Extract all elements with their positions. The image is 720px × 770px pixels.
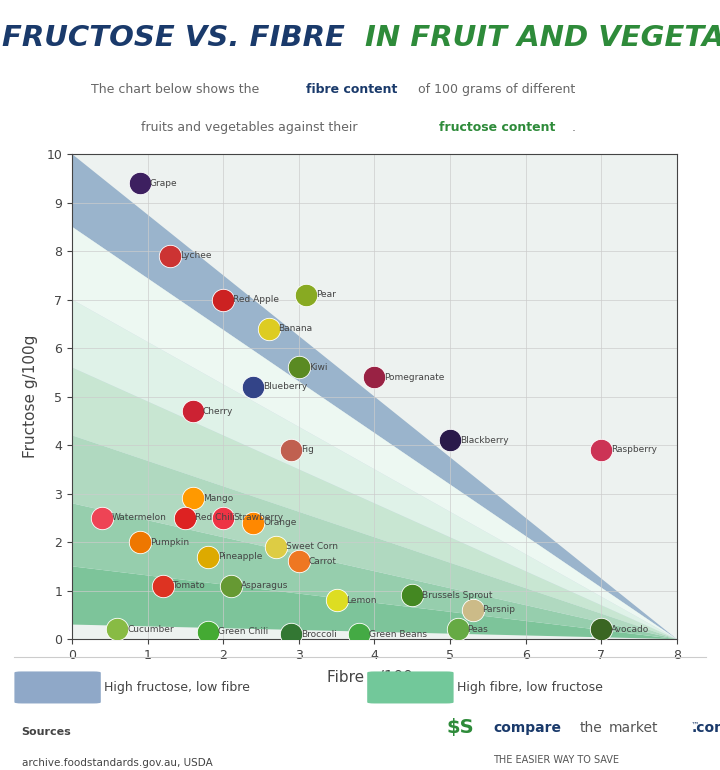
- Text: Kiwi: Kiwi: [309, 363, 327, 372]
- Polygon shape: [72, 372, 677, 639]
- Text: Asparagus: Asparagus: [240, 581, 288, 591]
- Point: [595, 444, 607, 456]
- Text: Tomato: Tomato: [173, 581, 205, 591]
- Polygon shape: [72, 567, 677, 639]
- Text: fibre content: fibre content: [306, 82, 397, 95]
- Text: Lychee: Lychee: [180, 251, 212, 260]
- Text: ™: ™: [691, 721, 700, 730]
- Point: [96, 511, 108, 524]
- Text: market: market: [608, 721, 658, 735]
- Point: [293, 555, 305, 567]
- Text: Carrot: Carrot: [309, 557, 337, 566]
- Point: [285, 628, 297, 641]
- Text: fructose content: fructose content: [438, 122, 555, 134]
- Point: [406, 589, 418, 601]
- Polygon shape: [72, 517, 677, 639]
- Text: THE EASIER WAY TO SAVE: THE EASIER WAY TO SAVE: [493, 755, 619, 765]
- Polygon shape: [72, 504, 677, 639]
- Text: Raspberry: Raspberry: [611, 445, 657, 454]
- Point: [179, 511, 191, 524]
- Text: Orange: Orange: [264, 518, 297, 527]
- FancyBboxPatch shape: [367, 671, 454, 704]
- Point: [369, 371, 380, 383]
- Text: Watermelon: Watermelon: [112, 514, 167, 522]
- Text: .com.au: .com.au: [691, 721, 720, 735]
- FancyBboxPatch shape: [14, 671, 101, 704]
- Text: Mango: Mango: [203, 494, 233, 503]
- Text: Pear: Pear: [316, 290, 336, 300]
- Point: [225, 580, 236, 592]
- Polygon shape: [72, 367, 677, 639]
- Point: [112, 623, 123, 635]
- Point: [134, 536, 145, 548]
- Text: Banana: Banana: [279, 324, 312, 333]
- Text: fruits and vegetables against their: fruits and vegetables against their: [140, 122, 361, 134]
- Text: Sources: Sources: [22, 727, 71, 737]
- Text: IN FRUIT AND VEGETABLES: IN FRUIT AND VEGETABLES: [365, 25, 720, 52]
- Text: Red Apple: Red Apple: [233, 295, 279, 304]
- Text: Cucumber: Cucumber: [127, 625, 174, 634]
- Text: Fig: Fig: [301, 445, 314, 454]
- Point: [217, 293, 229, 306]
- Text: High fibre, low fructose: High fibre, low fructose: [457, 681, 603, 694]
- Point: [217, 511, 229, 524]
- Polygon shape: [72, 300, 677, 639]
- Polygon shape: [72, 445, 677, 639]
- Text: Blueberry: Blueberry: [264, 383, 307, 391]
- Point: [293, 361, 305, 373]
- Point: [452, 623, 464, 635]
- Text: Red Chili: Red Chili: [195, 514, 235, 522]
- X-axis label: Fibre g/100g: Fibre g/100g: [327, 670, 422, 685]
- Text: Broccoli: Broccoli: [301, 630, 337, 639]
- Text: compare: compare: [493, 721, 561, 735]
- Point: [271, 541, 282, 553]
- Text: Green Chili: Green Chili: [218, 628, 268, 636]
- Point: [330, 594, 343, 607]
- Text: Parsnip: Parsnip: [482, 605, 516, 614]
- Polygon shape: [72, 154, 677, 639]
- Text: Brussels Sprout: Brussels Sprout: [422, 591, 492, 600]
- Point: [187, 492, 199, 504]
- Point: [164, 249, 176, 262]
- Point: [248, 380, 259, 393]
- Polygon shape: [72, 226, 677, 639]
- Text: Green Beans: Green Beans: [369, 630, 427, 639]
- Text: Sweet Corn: Sweet Corn: [286, 542, 338, 551]
- Point: [263, 323, 274, 335]
- Polygon shape: [72, 300, 677, 639]
- Text: archive.foodstandards.gov.au, USDA: archive.foodstandards.gov.au, USDA: [22, 758, 212, 768]
- Polygon shape: [72, 435, 677, 639]
- Text: Pomegranate: Pomegranate: [384, 373, 445, 382]
- Point: [157, 580, 168, 592]
- Text: The chart below shows the: The chart below shows the: [91, 82, 263, 95]
- Point: [354, 628, 365, 641]
- Point: [285, 444, 297, 456]
- Text: Strawberry: Strawberry: [233, 514, 283, 522]
- Point: [187, 405, 199, 417]
- Text: Pineapple: Pineapple: [218, 552, 262, 561]
- Text: the: the: [580, 721, 603, 735]
- Text: Pumpkin: Pumpkin: [150, 537, 189, 547]
- Point: [301, 289, 312, 301]
- Text: Peas: Peas: [467, 625, 488, 634]
- Point: [248, 517, 259, 529]
- Text: of 100 grams of different: of 100 grams of different: [414, 82, 575, 95]
- Text: Lemon: Lemon: [346, 596, 377, 604]
- Point: [202, 626, 214, 638]
- Text: $S: $S: [446, 718, 474, 737]
- Y-axis label: Fructose g/100g: Fructose g/100g: [23, 335, 38, 458]
- Text: Blackberry: Blackberry: [460, 436, 508, 445]
- Point: [467, 604, 478, 616]
- Point: [202, 551, 214, 563]
- Point: [595, 623, 607, 635]
- Text: .: .: [571, 122, 575, 134]
- Text: Grape: Grape: [150, 179, 178, 188]
- Point: [134, 177, 145, 189]
- Text: Cherry: Cherry: [203, 407, 233, 416]
- Text: High fructose, low fibre: High fructose, low fibre: [104, 681, 251, 694]
- Text: Avocado: Avocado: [611, 625, 649, 634]
- Polygon shape: [72, 226, 677, 639]
- Point: [444, 434, 456, 447]
- Text: FRUCTOSE VS. FIBRE: FRUCTOSE VS. FIBRE: [2, 25, 355, 52]
